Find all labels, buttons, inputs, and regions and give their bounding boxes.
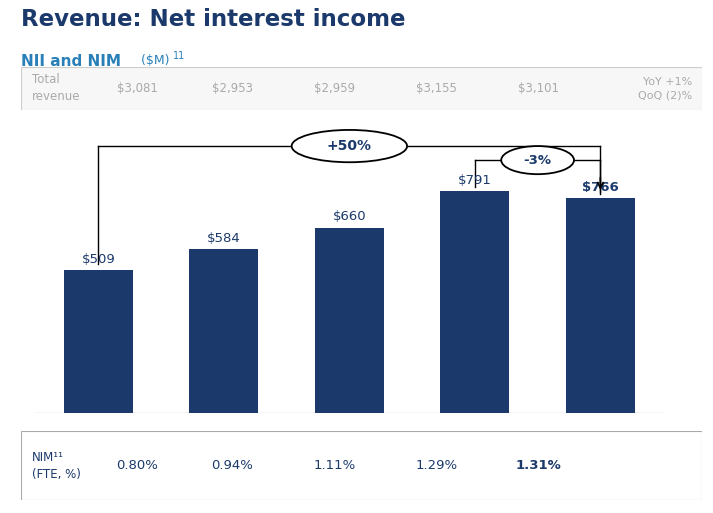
Bar [566,198,635,413]
Text: $3,155: $3,155 [416,82,457,95]
Bar [315,228,384,413]
FancyBboxPatch shape [21,67,702,110]
Text: $3,101: $3,101 [518,82,560,95]
Text: 1.11%: 1.11% [314,459,356,472]
FancyBboxPatch shape [21,431,702,500]
Text: 1.31%: 1.31% [516,459,562,472]
Bar [441,191,509,413]
Text: $766: $766 [582,181,619,193]
Text: $2,953: $2,953 [212,82,253,95]
Text: $791: $791 [458,173,492,187]
Text: 4Q22: 4Q22 [456,431,493,445]
Text: 11: 11 [173,51,185,61]
Bar [64,270,133,413]
Text: 1.29%: 1.29% [416,459,458,472]
Text: $584: $584 [207,232,241,245]
Text: $2,959: $2,959 [314,82,355,95]
Text: 0.94%: 0.94% [212,459,253,472]
Text: YoY +1%
QoQ (2)%: YoY +1% QoQ (2)% [638,77,692,100]
Text: Revenue: Net interest income: Revenue: Net interest income [21,8,406,31]
Text: NII and NIM: NII and NIM [21,54,121,69]
Text: +50%: +50% [327,139,372,153]
Ellipse shape [292,130,407,162]
Text: 0.80%: 0.80% [116,459,158,472]
Bar [190,249,258,413]
Text: 2Q22: 2Q22 [205,431,242,445]
Text: $660: $660 [332,210,366,223]
Text: $509: $509 [81,253,116,266]
Text: Total
revenue: Total revenue [31,73,80,104]
Text: NIM¹¹
(FTE, %): NIM¹¹ (FTE, %) [31,450,81,481]
Text: 1Q22: 1Q22 [80,431,117,445]
Text: $3,081: $3,081 [117,82,158,95]
Ellipse shape [501,146,574,174]
Text: 3Q22: 3Q22 [331,431,368,445]
Text: 1Q23: 1Q23 [580,431,621,445]
Text: ($M): ($M) [137,54,170,67]
Text: -3%: -3% [523,153,552,167]
